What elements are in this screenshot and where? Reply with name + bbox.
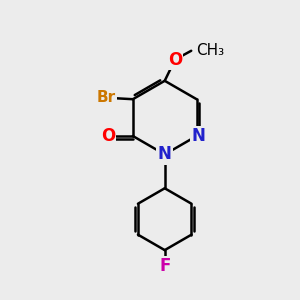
Text: N: N: [158, 146, 172, 164]
Text: CH₃: CH₃: [196, 43, 224, 58]
Text: Br: Br: [97, 90, 116, 105]
Text: O: O: [101, 127, 115, 145]
Text: F: F: [159, 257, 170, 275]
Text: O: O: [168, 51, 182, 69]
Text: N: N: [191, 127, 205, 145]
